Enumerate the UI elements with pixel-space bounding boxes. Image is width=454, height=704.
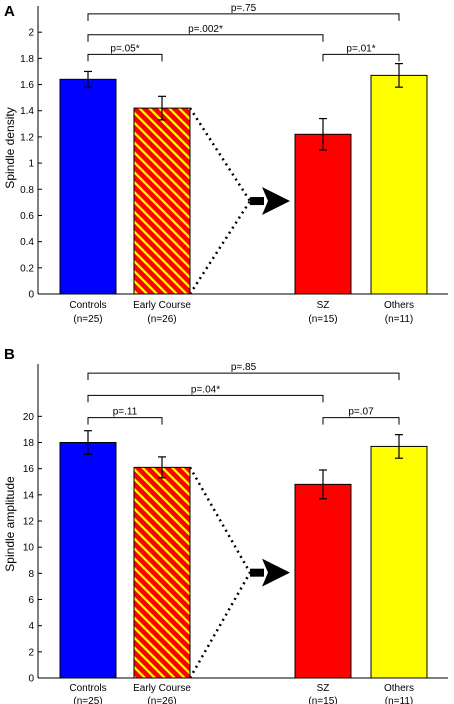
significance-label-b: p=.07 [348, 407, 374, 418]
category-label-b: Controls [69, 683, 106, 694]
significance-label-a: p=.75 [231, 3, 257, 14]
significance-label-a: p=.002* [188, 24, 223, 35]
y-tick-label-a: 1.6 [20, 80, 34, 91]
y-tick-label-a: 2 [28, 28, 34, 39]
y-tick-label-b: 2 [28, 647, 34, 658]
category-label-a: SZ [317, 300, 330, 311]
split-arrow-head-a [262, 187, 290, 216]
significance-bracket-b [322, 417, 400, 425]
bar-a [59, 78, 117, 295]
y-tick-label-a: 0.2 [20, 263, 34, 274]
category-n-label-a: (n=25) [73, 314, 102, 325]
significance-bracket-a [87, 13, 400, 21]
split-dotted-line-lower-b [188, 572, 252, 679]
y-tick-label-b: 8 [28, 569, 34, 580]
panel-b: B Spindle amplitude 0 2 4 6 8 10 12 14 16 18 20 Con… [3, 346, 448, 704]
y-tick-label-a: 1 [28, 159, 34, 170]
y-tick-label-a: 0.8 [20, 185, 34, 196]
panel-a: A Spindle density 0 0.2 0.4 0.6 0.8 1 1.2 1.4 1.… [3, 3, 448, 325]
category-n-label-a: (n=26) [147, 314, 176, 325]
significance-bracket-a [87, 53, 163, 62]
bar-a [370, 74, 428, 295]
category-n-label-b: (n=26) [147, 696, 176, 704]
category-n-label-b: (n=25) [73, 696, 102, 704]
y-tick-label-b: 6 [28, 595, 34, 606]
category-label-a: Controls [69, 300, 106, 311]
panel-label-a: A [4, 3, 15, 20]
split-dotted-line-lower-a [188, 200, 252, 295]
significance-label-b: p=.85 [231, 362, 257, 373]
y-tick-label-b: 14 [23, 490, 35, 501]
y-tick-label-a: 0.6 [20, 211, 34, 222]
significance-label-a: p=.01* [346, 43, 375, 54]
bar-a [294, 133, 352, 295]
split-arrow-shaft-b [250, 568, 264, 577]
split-dotted-line-upper-b [188, 466, 252, 574]
split-arrow-head-b [262, 558, 290, 587]
y-axis-label-b: Spindle amplitude [3, 476, 17, 572]
split-dotted-line-upper-a [188, 107, 252, 202]
significance-bracket-b [87, 417, 163, 425]
category-label-a: Early Course [133, 300, 191, 311]
significance-bracket-b [87, 394, 324, 403]
y-tick-label-a: 1.8 [20, 54, 34, 65]
significance-label-a: p=.05* [110, 43, 139, 54]
y-tick-label-a: 1.2 [20, 132, 34, 143]
y-tick-label-b: 4 [28, 621, 34, 632]
bar-b [133, 466, 191, 679]
category-n-label-b: (n=15) [308, 696, 337, 704]
significance-bracket-a [322, 53, 400, 62]
y-tick-label-b: 0 [28, 674, 34, 685]
y-axis-label-a: Spindle density [3, 107, 17, 188]
significance-label-b: p=.04* [191, 384, 220, 395]
y-tick-label-b: 16 [23, 464, 35, 475]
y-tick-label-b: 12 [23, 517, 35, 528]
split-arrow-shaft-a [250, 197, 264, 206]
bar-b [59, 442, 117, 679]
significance-bracket-a [87, 34, 324, 42]
y-tick-label-b: 18 [23, 438, 35, 449]
bar-b [370, 445, 428, 679]
y-tick-label-b: 20 [23, 412, 35, 423]
y-tick-label-a: 0.4 [20, 237, 34, 248]
category-n-label-a: (n=11) [385, 314, 413, 325]
category-n-label-a: (n=15) [308, 314, 337, 325]
category-label-b: Others [384, 683, 414, 694]
bar-b [294, 483, 352, 679]
category-label-b: SZ [317, 683, 330, 694]
category-n-label-b: (n=11) [385, 696, 413, 704]
y-tick-label-b: 10 [23, 543, 35, 554]
y-tick-label-a: 1.4 [20, 106, 34, 117]
category-label-b: Early Course [133, 683, 191, 694]
category-label-a: Others [384, 300, 414, 311]
panel-label-b: B [4, 346, 15, 363]
y-tick-label-a: 0 [28, 290, 34, 301]
significance-label-b: p=.11 [113, 407, 138, 418]
significance-bracket-b [87, 372, 400, 381]
bar-a [133, 107, 191, 295]
